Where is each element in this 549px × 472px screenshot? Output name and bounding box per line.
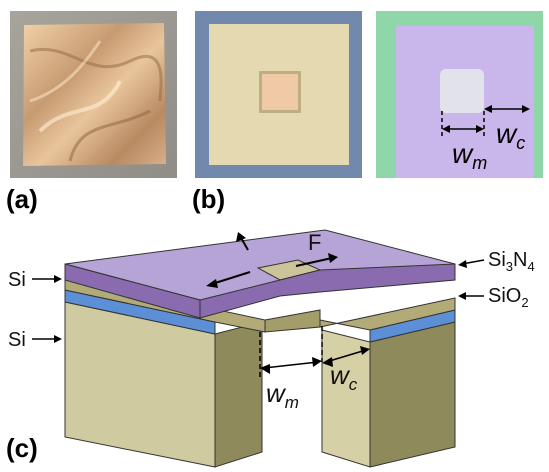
svg-text:wc: wc [496,118,525,153]
device-schematic: F wm wc Si Si Si3N4 SiO2 [8,229,535,468]
svg-text:wc: wc [330,360,358,394]
svg-text:Si3N4: Si3N4 [488,249,535,274]
label-si3n4-sub4: 4 [527,259,534,274]
label-si-top: Si [8,269,26,291]
photo-a-wrinkled-membrane [10,11,177,178]
photo-wm-label: w [452,138,474,169]
photo-wm-sub: m [472,153,487,173]
panel-label-b: (b) [192,184,226,214]
diagram-wc-label: w [330,360,351,390]
diagram-wc-sub: c [349,375,358,394]
panel-label-a: (a) [6,184,38,214]
label-si3n4-si: Si [488,249,506,271]
label-sio2: SiO [488,285,521,307]
svg-text:wm: wm [452,138,487,173]
label-si3n4-sub3: 3 [506,259,513,274]
force-label: F [308,230,321,255]
label-si3n4-n: N [513,249,527,271]
photo-wc-label: w [496,118,518,149]
label-si-bottom: Si [8,329,26,351]
svg-text:SiO2: SiO2 [488,285,529,310]
svg-text:wm: wm [266,378,299,412]
photo-b-membrane-window [195,11,362,178]
diagram-wm-label: w [266,378,287,408]
photo-wc-sub: c [516,133,525,153]
label-sio2-sub: 2 [521,295,528,310]
photo-c-membrane-dimensions: wm wc [376,11,543,178]
panel-label-c: (c) [6,433,38,463]
diagram-wm-sub: m [285,393,299,412]
